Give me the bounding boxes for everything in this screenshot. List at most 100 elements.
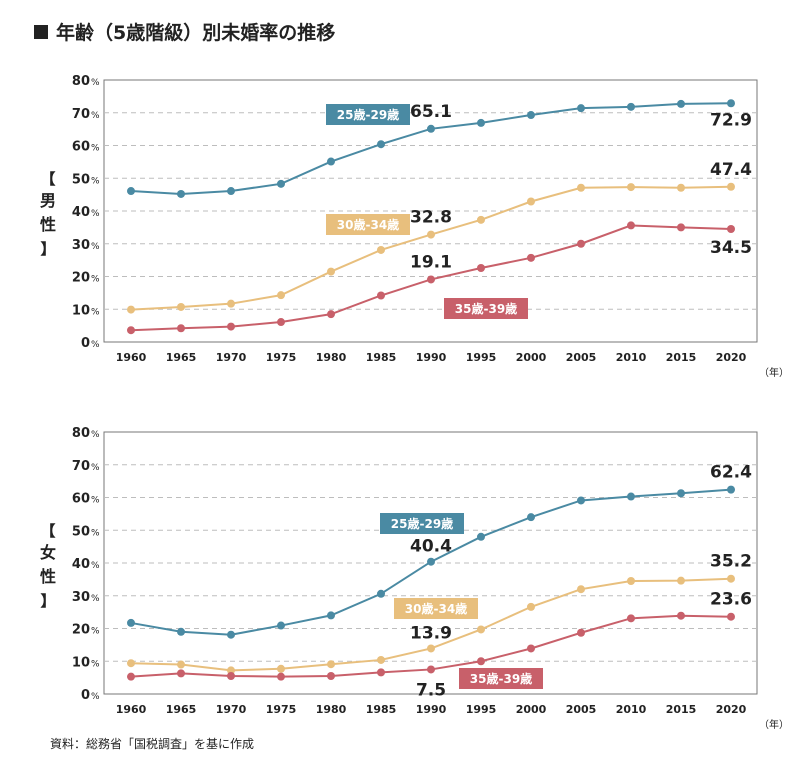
female-x-tick-label: 2010 bbox=[616, 703, 647, 716]
female-series-1-point bbox=[477, 532, 485, 541]
male-group-bracket-open: 【 bbox=[40, 170, 55, 188]
female-series-1-point bbox=[227, 630, 235, 639]
male-y-unit: % bbox=[91, 340, 100, 350]
male-x-tick-label: 1965 bbox=[166, 351, 197, 364]
male-x-tick-label: 1995 bbox=[466, 351, 497, 364]
female-series-badge-3 bbox=[459, 668, 543, 689]
female-series-3-point bbox=[677, 611, 685, 620]
male-series-2-point bbox=[577, 183, 585, 192]
female-group-label-char: 性 bbox=[40, 567, 56, 586]
female-series-3-point bbox=[127, 672, 135, 681]
female-y-tick-label: 80 bbox=[72, 426, 90, 441]
male-data-label: 47.4 bbox=[710, 160, 752, 180]
male-series-badge-label-1: 25歳-29歳 bbox=[337, 107, 399, 122]
female-x-tick-label: 1995 bbox=[466, 703, 497, 716]
female-group-bracket-close: 】 bbox=[40, 592, 55, 610]
male-data-label: 65.1 bbox=[410, 102, 452, 122]
female-series-badge-1 bbox=[380, 513, 464, 534]
female-series-1-point bbox=[127, 618, 135, 627]
female-series-1-point bbox=[677, 489, 685, 498]
male-data-label: 34.5 bbox=[710, 238, 752, 258]
male-series-3-point bbox=[177, 324, 185, 333]
male-group-label-char: 性 bbox=[40, 215, 56, 234]
male-series-3-point bbox=[127, 326, 135, 335]
male-series-1-point bbox=[277, 179, 285, 188]
male-series-3-point bbox=[727, 225, 735, 234]
female-series-2-point bbox=[577, 585, 585, 594]
female-y-tick-label: 10 bbox=[72, 655, 90, 670]
chart-male: 0 %10 %20 %30 %40 %50 %60 %70 %80 %1960 1965 1970 19… bbox=[40, 74, 789, 379]
female-series-2-point bbox=[427, 644, 435, 653]
male-y-tick-label: 40 bbox=[72, 205, 90, 220]
female-series-2-point bbox=[177, 660, 185, 669]
male-series-1-point bbox=[627, 102, 635, 111]
female-series-3-point bbox=[327, 671, 335, 680]
female-series-badge-label-2: 30歳-34歳 bbox=[405, 601, 467, 616]
male-data-label: 32.8 bbox=[410, 208, 452, 228]
male-series-2-point bbox=[477, 215, 485, 224]
male-series-3-point bbox=[477, 263, 485, 272]
male-series-2-point bbox=[527, 197, 535, 206]
female-y-tick-label: 0 bbox=[81, 688, 90, 703]
female-x-tick-label: 1965 bbox=[166, 703, 197, 716]
female-y-unit: % bbox=[91, 496, 100, 506]
female-series-1-point bbox=[277, 621, 285, 630]
female-x-tick-label: 1975 bbox=[266, 703, 297, 716]
male-series-1-point bbox=[177, 189, 185, 198]
male-y-tick-label: 30 bbox=[72, 238, 90, 253]
male-series-badge-label-3: 35歳-39歳 bbox=[455, 301, 517, 316]
male-x-tick-label: 2020 bbox=[716, 351, 747, 364]
male-y-unit: % bbox=[91, 176, 100, 186]
female-series-3-point bbox=[427, 665, 435, 674]
female-series-3-point bbox=[177, 669, 185, 678]
female-y-unit: % bbox=[91, 561, 100, 571]
male-x-tick-label: 1980 bbox=[316, 351, 347, 364]
male-series-1-point bbox=[127, 187, 135, 196]
female-y-tick-label: 60 bbox=[72, 492, 90, 507]
male-y-unit: % bbox=[91, 242, 100, 252]
female-y-unit: % bbox=[91, 594, 100, 604]
male-series-badge-label-2: 30歳-34歳 bbox=[337, 217, 399, 232]
male-series-1-point bbox=[327, 157, 335, 166]
female-x-tick-label: 1960 bbox=[116, 703, 147, 716]
female-series-2-point bbox=[727, 574, 735, 583]
female-series-2-point bbox=[627, 577, 635, 586]
female-x-tick-label: 1990 bbox=[416, 703, 447, 716]
female-series-3-point bbox=[477, 657, 485, 666]
male-x-tick-label: 1975 bbox=[266, 351, 297, 364]
female-series-2-point bbox=[477, 625, 485, 634]
female-x-unit: （年） bbox=[759, 718, 789, 731]
male-series-3-point bbox=[527, 253, 535, 262]
male-series-1-point bbox=[427, 124, 435, 133]
male-series-2-point bbox=[327, 267, 335, 276]
female-series-3-point bbox=[527, 644, 535, 653]
female-series-3-point bbox=[377, 668, 385, 677]
male-y-unit: % bbox=[91, 78, 100, 88]
female-series-2-point bbox=[677, 576, 685, 585]
male-series-2-point bbox=[127, 305, 135, 314]
female-y-unit: % bbox=[91, 430, 100, 440]
female-x-tick-label: 2005 bbox=[566, 703, 597, 716]
male-x-tick-label: 2010 bbox=[616, 351, 647, 364]
male-y-tick-label: 20 bbox=[72, 271, 90, 286]
male-y-unit: % bbox=[91, 307, 100, 317]
male-series-badge-3 bbox=[444, 298, 528, 319]
male-series-badge-2 bbox=[326, 214, 410, 235]
chart-female: 0 %10 %20 %30 %40 %50 %60 %70 %80 %1960 1965 1970 19… bbox=[40, 426, 789, 731]
male-series-1-point bbox=[677, 99, 685, 108]
male-x-tick-label: 1970 bbox=[216, 351, 247, 364]
female-data-label: 13.9 bbox=[410, 623, 452, 643]
male-series-3-point bbox=[577, 239, 585, 248]
female-series-2-point bbox=[527, 602, 535, 611]
male-y-tick-label: 50 bbox=[72, 172, 90, 187]
female-y-tick-label: 70 bbox=[72, 459, 90, 474]
male-x-tick-label: 2000 bbox=[516, 351, 547, 364]
female-series-3-point bbox=[277, 672, 285, 681]
male-data-label: 19.1 bbox=[410, 252, 452, 272]
female-y-tick-label: 40 bbox=[72, 557, 90, 572]
female-x-tick-label: 2015 bbox=[666, 703, 697, 716]
female-x-tick-label: 1970 bbox=[216, 703, 247, 716]
female-series-2-point bbox=[127, 659, 135, 668]
title-text: 年齢（5歳階級）別未婚率の推移 bbox=[56, 22, 336, 44]
female-series-3-point bbox=[627, 614, 635, 623]
